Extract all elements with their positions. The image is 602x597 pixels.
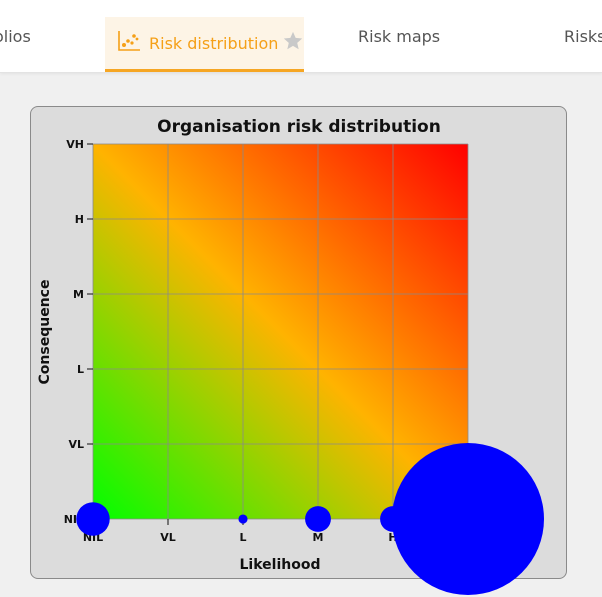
- star-icon[interactable]: [282, 30, 304, 56]
- y-axis-label: Consequence: [37, 280, 53, 385]
- tab-risk-distribution-label: Risk distribution: [149, 33, 279, 53]
- tab-risk-distribution[interactable]: Risk distribution: [105, 17, 304, 72]
- x-tick-label: H: [388, 531, 397, 544]
- tab-risks[interactable]: Risks: [564, 0, 602, 72]
- plot-area: [93, 144, 468, 519]
- y-tick-label: VH: [66, 138, 84, 151]
- x-axis-label: Likelihood: [240, 557, 321, 573]
- scatter-chart-icon: [117, 30, 141, 56]
- tab-risk-maps[interactable]: Risk maps: [358, 0, 440, 72]
- y-tick-label: M: [73, 288, 84, 301]
- risk-bubble[interactable]: [238, 514, 248, 524]
- risk-bubble[interactable]: [76, 502, 110, 536]
- tab-bar: olios Risk distribution Risk maps Risks: [0, 0, 602, 73]
- x-tick-label: M: [313, 531, 324, 544]
- y-tick-label: VL: [68, 438, 84, 451]
- risk-distribution-chart: Organisation risk distribution NILVLLMHV…: [37, 117, 544, 595]
- tab-portfolios[interactable]: olios: [0, 0, 31, 72]
- x-tick-label: VL: [160, 531, 176, 544]
- risk-bubble[interactable]: [305, 506, 331, 532]
- chart-panel: Organisation risk distribution NILVLLMHV…: [30, 106, 567, 595]
- bubble-layer: [76, 443, 544, 595]
- y-tick-label: L: [77, 363, 84, 376]
- risk-bubble[interactable]: [392, 443, 544, 595]
- tab-risk-maps-label: Risk maps: [358, 26, 441, 46]
- grid-lines: [92, 143, 469, 520]
- chart-title: Organisation risk distribution: [157, 117, 441, 137]
- x-tick-label: L: [239, 531, 246, 544]
- tab-risks-label: Risks: [564, 26, 602, 46]
- tab-portfolios-label: olios: [0, 26, 31, 46]
- y-tick-label: H: [75, 213, 84, 226]
